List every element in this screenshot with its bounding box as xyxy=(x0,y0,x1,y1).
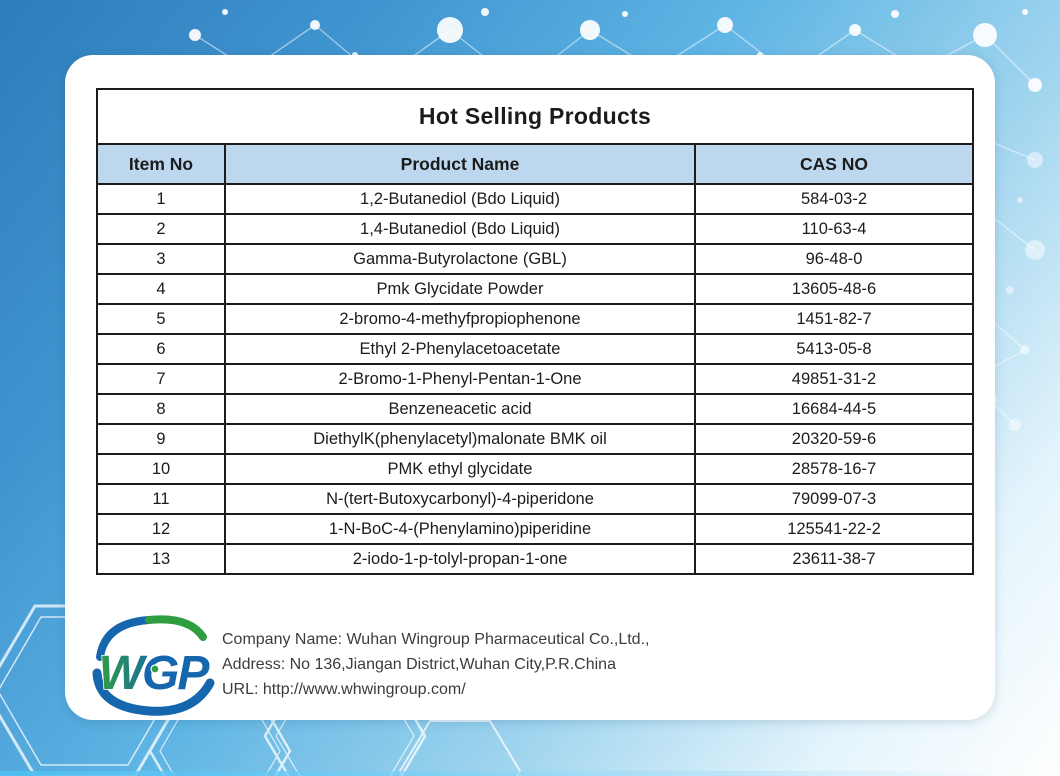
table-row: 13 2-iodo-1-p-tolyl-propan-1-one 23611-38-… xyxy=(96,543,974,575)
company-name-line: Company Name: Wuhan Wingroup Pharmaceuti… xyxy=(222,631,650,648)
cas-no-cell: 49851-31-2 xyxy=(694,363,974,395)
item-no-cell: 3 xyxy=(96,243,226,275)
item-no-cell: 13 xyxy=(96,543,226,575)
product-name-cell: 1-N-BoC-4-(Phenylamino)piperidine xyxy=(224,513,696,545)
table-row: 1 1,2-Butanediol (Bdo Liquid) 584-03-2 xyxy=(96,183,974,215)
cas-no-cell: 125541-22-2 xyxy=(694,513,974,545)
item-no-cell: 8 xyxy=(96,393,226,425)
column-header-cas-no: CAS NO xyxy=(694,143,974,185)
table-row: 3 Gamma-Butyrolactone (GBL) 96-48-0 xyxy=(96,243,974,275)
item-no-cell: 10 xyxy=(96,453,226,485)
cas-no-cell: 110-63-4 xyxy=(694,213,974,245)
cas-no-cell: 28578-16-7 xyxy=(694,453,974,485)
item-no-cell: 1 xyxy=(96,183,226,215)
item-no-cell: 12 xyxy=(96,513,226,545)
product-name-cell: N-(tert-Butoxycarbonyl)-4-piperidone xyxy=(224,483,696,515)
product-name-cell: 2-Bromo-1-Phenyl-Pentan-1-One xyxy=(224,363,696,395)
bottom-accent-strip xyxy=(0,771,1060,776)
company-info: Company Name: Wuhan Wingroup Pharmaceuti… xyxy=(222,627,649,702)
table-body: 1 1,2-Butanediol (Bdo Liquid) 584-03-2 2 1,4… xyxy=(96,183,974,575)
cas-no-cell: 20320-59-6 xyxy=(694,423,974,455)
cas-no-cell: 23611-38-7 xyxy=(694,543,974,575)
cas-no-cell: 96-48-0 xyxy=(694,243,974,275)
cas-no-cell: 13605-48-6 xyxy=(694,273,974,305)
item-no-cell: 2 xyxy=(96,213,226,245)
table-row: 2 1,4-Butanediol (Bdo Liquid) 110-63-4 xyxy=(96,213,974,245)
product-name-cell: 1,2-Butanediol (Bdo Liquid) xyxy=(224,183,696,215)
column-header-product-name: Product Name xyxy=(224,143,696,185)
product-name-cell: 2-iodo-1-p-tolyl-propan-1-one xyxy=(224,543,696,575)
table-row: 12 1-N-BoC-4-(Phenylamino)piperidine 12554… xyxy=(96,513,974,545)
table-row: 9 DiethylK(phenylacetyl)malonate BMK oil 2… xyxy=(96,423,974,455)
product-name-cell: 1,4-Butanediol (Bdo Liquid) xyxy=(224,213,696,245)
table-row: 7 2-Bromo-1-Phenyl-Pentan-1-One 49851-31-2 xyxy=(96,363,974,395)
product-name-cell: Gamma-Butyrolactone (GBL) xyxy=(224,243,696,275)
item-no-cell: 5 xyxy=(96,303,226,335)
table-row: 4 Pmk Glycidate Powder 13605-48-6 xyxy=(96,273,974,305)
product-name-cell: PMK ethyl glycidate xyxy=(224,453,696,485)
column-header-item-no: Item No xyxy=(96,143,226,185)
company-logo: WGP xyxy=(92,615,215,716)
logo-dot xyxy=(150,664,160,674)
cas-no-cell: 79099-07-3 xyxy=(694,483,974,515)
product-name-cell: Ethyl 2-Phenylacetoacetate xyxy=(224,333,696,365)
table-row: 10 PMK ethyl glycidate 28578-16-7 xyxy=(96,453,974,485)
cas-no-cell: 16684-44-5 xyxy=(694,393,974,425)
product-name-cell: Pmk Glycidate Powder xyxy=(224,273,696,305)
table-title-row: Hot Selling Products xyxy=(96,88,974,145)
cas-no-cell: 584-03-2 xyxy=(694,183,974,215)
company-url-line: URL: http://www.whwingroup.com/ xyxy=(222,681,466,698)
item-no-cell: 6 xyxy=(96,333,226,365)
table-row: 6 Ethyl 2-Phenylacetoacetate 5413-05-8 xyxy=(96,333,974,365)
table-header-row: Item No Product Name CAS NO xyxy=(96,143,974,185)
products-table: Hot Selling Products Item No Product Nam… xyxy=(96,88,974,575)
item-no-cell: 9 xyxy=(96,423,226,455)
table-title: Hot Selling Products xyxy=(96,88,974,145)
product-name-cell: 2-bromo-4-methyfpropiophenone xyxy=(224,303,696,335)
item-no-cell: 4 xyxy=(96,273,226,305)
table-row: 8 Benzeneacetic acid 16684-44-5 xyxy=(96,393,974,425)
product-name-cell: DiethylK(phenylacetyl)malonate BMK oil xyxy=(224,423,696,455)
item-no-cell: 11 xyxy=(96,483,226,515)
cas-no-cell: 5413-05-8 xyxy=(694,333,974,365)
item-no-cell: 7 xyxy=(96,363,226,395)
content-card: Hot Selling Products Item No Product Nam… xyxy=(65,55,995,720)
table-row: 5 2-bromo-4-methyfpropiophenone 1451-82-7 xyxy=(96,303,974,335)
product-name-cell: Benzeneacetic acid xyxy=(224,393,696,425)
cas-no-cell: 1451-82-7 xyxy=(694,303,974,335)
table-row: 11 N-(tert-Butoxycarbonyl)-4-piperidone 79… xyxy=(96,483,974,515)
company-address-line: Address: No 136,Jiangan District,Wuhan C… xyxy=(222,656,616,673)
